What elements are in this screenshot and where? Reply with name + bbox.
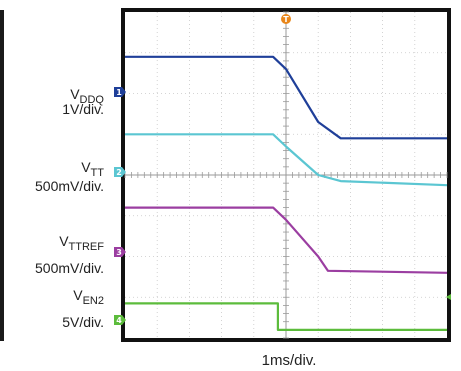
series-scale-2: 500mV/div. — [35, 178, 104, 194]
traces — [125, 55, 448, 331]
channel-markers: 1 2 3 4 — [114, 87, 126, 325]
trigger-level-icon — [446, 294, 451, 300]
series-scale-4: 5V/div. — [62, 314, 104, 330]
series-line-2 — [125, 133, 448, 187]
channel-marker-3 — [114, 247, 126, 257]
series-name-sub: EN2 — [83, 295, 104, 307]
series-name-sub: DDQ — [80, 94, 105, 106]
series-scale-3: 500mV/div. — [35, 260, 104, 276]
x-axis-label: 1ms/div. — [262, 352, 317, 369]
series-name-2: VTT — [81, 159, 104, 179]
channel-marker-label: 4 — [116, 316, 122, 325]
series-name-main: V — [70, 86, 80, 102]
adjacent-panel-edge — [0, 10, 4, 341]
series-name-1: VDDQ — [70, 86, 104, 106]
series-name-4: VEN2 — [73, 287, 104, 307]
channel-marker-label: 1 — [116, 88, 122, 97]
grid — [124, 11, 448, 339]
series-name-sub: TT — [91, 167, 105, 179]
series-scale-1: 1V/div. — [62, 101, 104, 117]
channel-labels: VDDQ1V/div.VTT500mV/div.VTTREF500mV/div.… — [35, 86, 104, 330]
series-name-main: V — [59, 233, 69, 249]
channel-marker-label: 3 — [116, 248, 122, 257]
series-line-1 — [125, 55, 447, 140]
channel-marker-4 — [114, 315, 126, 325]
series-name-main: V — [73, 287, 83, 303]
trigger-marker: T — [281, 14, 291, 24]
series-name-3: VTTREF — [59, 233, 104, 253]
series-line-4 — [125, 302, 447, 331]
series-name-sub: TTREF — [69, 241, 105, 253]
series-name-main: V — [81, 159, 91, 175]
channel-marker-1 — [114, 87, 126, 97]
series-line-3 — [125, 206, 448, 274]
channel-marker-label: 2 — [116, 168, 122, 177]
trigger-label: T — [283, 15, 289, 24]
channel-marker-2 — [114, 167, 126, 177]
trigger-icon — [281, 14, 291, 24]
